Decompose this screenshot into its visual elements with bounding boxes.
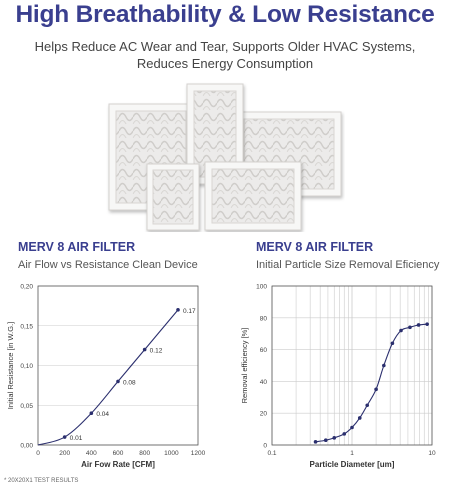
plot-frame [37,285,199,446]
x-tick-label: 400 [86,450,97,457]
chart-2-title: MERV 8 AIR FILTER [256,240,374,254]
chart-1-resistance: 0,00 0,05 0,10 0,15 0,20 0 200 400 600 800 1000 120… [6,284,206,470]
x-tick-label: 600 [113,450,124,457]
data-point [313,440,318,444]
data-point [399,328,403,333]
x-tick-label: 1 [350,450,354,457]
data-point [382,363,386,368]
data-point [390,341,395,346]
y-tick-label: 0,05 [20,403,33,410]
data-point [357,416,362,420]
page-title: High Breathability & Low Resistance [15,1,435,28]
data-point [142,347,147,352]
data-point [408,325,412,330]
data-label: 0.04 [96,411,109,418]
chart-1-subtitle: Air Flow vs Resistance Clean Device [18,259,198,271]
data-point [416,323,421,327]
chart-2-efficiency: 0 20 40 60 80 100 0.1 1 10 Particle Diameter [um]… [240,284,436,470]
y-tick-label: 100 [256,284,267,291]
x-tick-label: 800 [139,450,150,457]
x-axis-label: Particle Diameter [um] [310,460,395,469]
y-tick-label: 0,00 [20,443,33,450]
y-tick-label: 0,20 [20,284,33,291]
data-point [425,322,429,326]
data-point [374,387,378,392]
test-results-footnote: * 20X20X1 TEST RESULTS [4,478,79,484]
y-tick-label: 40 [260,379,268,386]
filter-front-small [146,163,200,231]
series-line [37,309,179,446]
page-subtitle: Helps Reduce AC Wear and Tear, Supports … [0,38,450,72]
subtitle-line-2: Reduces Energy Consumption [136,56,314,71]
y-tick-label: 0 [263,443,267,450]
series-line [315,323,428,443]
data-label: 0.08 [123,379,136,386]
data-label: 0.12 [150,348,163,355]
data-label: 0.01 [70,435,83,442]
y-tick-label: 0,10 [20,363,33,370]
y-axis-label: Initial Resistance [in W.G.] [6,322,15,410]
data-point [332,436,337,440]
y-tick-label: 0,15 [20,323,33,330]
data-point [62,435,67,439]
y-tick-label: 80 [260,315,268,322]
data-point [350,425,354,430]
data-point [365,403,370,408]
data-label: 0.17 [183,308,196,315]
plot-frame [271,285,433,446]
chart-2-subtitle: Initial Particle Size Removal Eficiency [256,259,440,271]
chart-1-title: MERV 8 AIR FILTER [18,240,136,254]
x-tick-label: 10 [428,450,436,457]
subtitle-line-1: Helps Reduce AC Wear and Tear, Supports … [34,39,416,54]
data-point [323,438,328,443]
x-tick-label: 0.1 [267,450,276,457]
air-filters-illustration [108,83,342,231]
x-tick-label: 1000 [164,450,179,457]
x-tick-label: 0 [36,450,40,457]
y-tick-label: 20 [260,411,268,418]
x-tick-label: 1200 [191,450,206,457]
data-point [116,379,120,384]
data-point [176,308,180,312]
x-tick-label: 200 [59,450,70,457]
y-axis-label: Removal efficiency [%] [240,328,249,404]
data-point [342,432,347,436]
x-axis-label: Air Fow Rate [CFM] [81,460,155,469]
y-tick-label: 60 [260,347,268,354]
data-point [89,411,94,415]
filter-front-wide [204,161,302,231]
